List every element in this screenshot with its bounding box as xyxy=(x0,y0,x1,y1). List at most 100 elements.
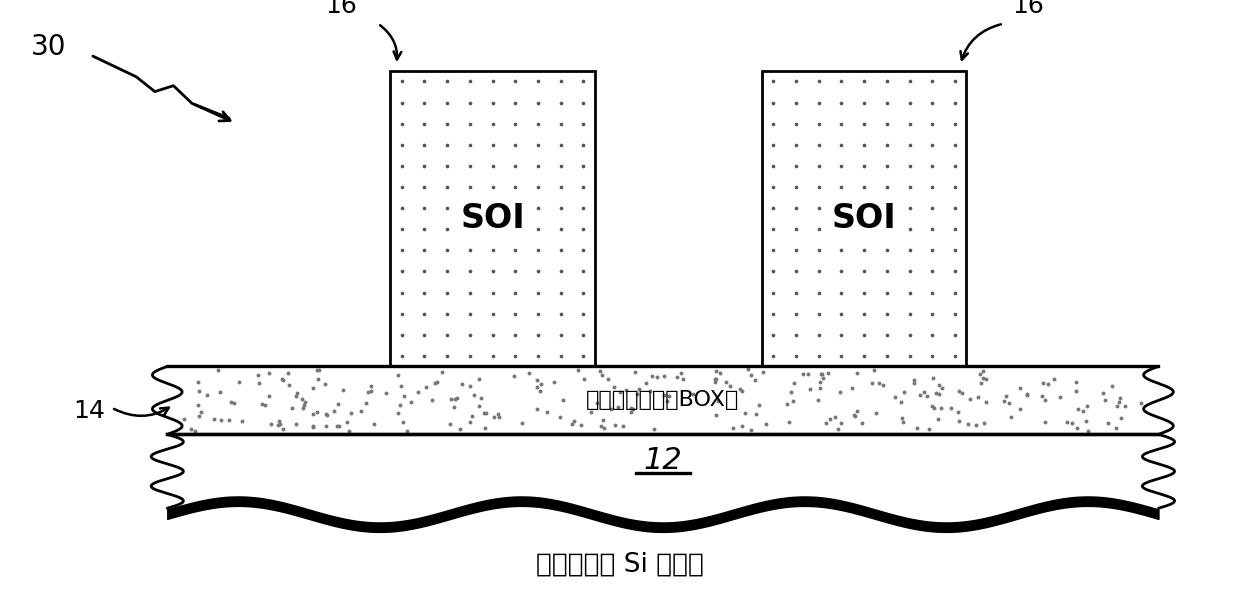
Point xyxy=(892,417,912,427)
Point xyxy=(1032,391,1052,401)
Point xyxy=(191,407,211,417)
Point xyxy=(528,351,548,361)
Point xyxy=(1073,406,1093,415)
Point xyxy=(855,119,875,128)
Text: 14: 14 xyxy=(73,398,105,423)
Point xyxy=(574,246,593,255)
Point xyxy=(745,375,764,384)
Point xyxy=(460,267,479,276)
Point xyxy=(960,394,980,404)
Point xyxy=(810,377,830,387)
Point xyxy=(574,309,593,319)
Point xyxy=(844,410,864,420)
Point xyxy=(506,330,525,339)
Point xyxy=(221,398,240,407)
Point xyxy=(460,119,479,128)
Point xyxy=(1017,390,1037,400)
Point xyxy=(304,422,323,431)
Point xyxy=(571,420,591,429)
Point xyxy=(945,119,965,128)
Point xyxy=(414,119,434,128)
Point xyxy=(629,384,649,394)
Point xyxy=(550,119,570,128)
Point xyxy=(900,246,919,255)
Point xyxy=(446,394,466,404)
Point xyxy=(280,380,300,389)
Point xyxy=(654,371,674,381)
Point xyxy=(190,386,209,395)
Point xyxy=(831,309,851,319)
Point xyxy=(408,387,427,397)
Point xyxy=(574,98,593,108)
Point xyxy=(392,98,411,108)
Point xyxy=(1099,418,1119,427)
Point xyxy=(900,309,919,319)
Point xyxy=(613,421,633,430)
Point xyxy=(783,396,803,405)
Point xyxy=(945,140,965,150)
Point xyxy=(286,419,306,428)
Point xyxy=(190,412,209,421)
Point xyxy=(1068,424,1088,433)
Point xyxy=(364,419,384,428)
Point xyxy=(994,396,1014,405)
Point xyxy=(922,401,942,411)
Point xyxy=(426,377,446,387)
Point xyxy=(830,388,850,397)
Point xyxy=(211,415,230,425)
Point xyxy=(810,384,830,393)
Point xyxy=(786,161,805,171)
Point xyxy=(877,182,897,191)
Point xyxy=(574,203,593,213)
Point xyxy=(259,368,279,378)
Point xyxy=(294,403,313,413)
Point xyxy=(460,288,479,297)
Point xyxy=(414,140,434,150)
Point xyxy=(375,388,395,398)
Point xyxy=(460,309,479,319)
Point xyxy=(414,77,434,86)
Point xyxy=(188,400,208,409)
Point xyxy=(337,417,357,427)
Point xyxy=(647,372,667,382)
Point xyxy=(475,408,494,417)
Point xyxy=(550,203,570,213)
Point xyxy=(945,246,965,255)
Point xyxy=(786,98,805,108)
Point xyxy=(975,418,995,428)
Point xyxy=(488,409,508,418)
Point xyxy=(229,377,249,387)
Point xyxy=(829,424,849,433)
Point xyxy=(971,378,991,388)
Point xyxy=(1033,378,1053,388)
Bar xyxy=(167,366,1158,434)
Point xyxy=(945,225,965,234)
Point xyxy=(528,267,548,276)
Point xyxy=(460,203,479,213)
Point xyxy=(636,378,655,388)
Text: 16: 16 xyxy=(325,0,357,18)
Point xyxy=(504,371,524,381)
Point xyxy=(809,140,829,150)
Point xyxy=(460,417,479,426)
Point xyxy=(831,418,851,427)
Point xyxy=(756,419,776,428)
Point xyxy=(917,391,937,400)
Point xyxy=(658,397,678,406)
Point xyxy=(885,392,904,402)
Point xyxy=(317,410,337,420)
Point xyxy=(506,246,525,255)
Point xyxy=(253,400,273,409)
Point xyxy=(732,421,752,431)
Point xyxy=(327,421,347,430)
Point xyxy=(855,330,875,339)
Point xyxy=(922,182,943,191)
Point xyxy=(904,375,924,385)
Point xyxy=(855,77,875,86)
Point xyxy=(730,384,750,394)
Point xyxy=(506,98,525,108)
Point xyxy=(274,375,294,385)
Point xyxy=(437,140,457,150)
Point xyxy=(392,288,411,297)
Point xyxy=(482,119,502,128)
